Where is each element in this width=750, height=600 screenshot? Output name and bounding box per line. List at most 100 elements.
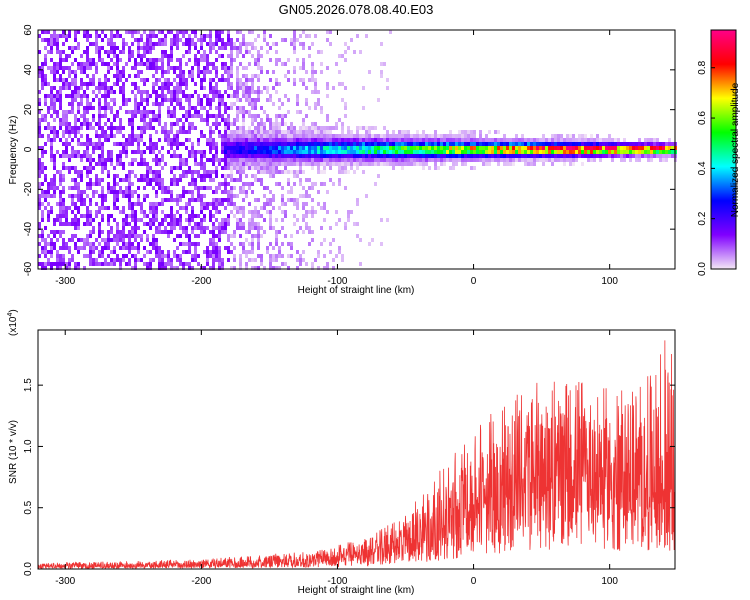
- heatmap-cell-650: [95, 214, 98, 218]
- heatmap-cell-3796: [566, 150, 569, 154]
- heatmap-cell-438: [77, 90, 80, 94]
- heatmap-cell-1694: [191, 106, 194, 110]
- heatmap-cell-2629: [272, 258, 275, 262]
- heatmap-cell-3513: [449, 166, 452, 170]
- heatmap-cell-2983: [317, 90, 320, 94]
- heatmap-cell-755: [104, 258, 107, 262]
- heatmap-cell-885: [116, 238, 119, 242]
- heatmap-cell-653: [95, 258, 98, 262]
- heatmap-cell-1043: [131, 234, 134, 238]
- heatmap-cell-2148: [230, 134, 233, 138]
- heatmap-cell-767: [107, 94, 110, 98]
- heatmap-cell-1354: [161, 42, 164, 46]
- heatmap-cell-2285: [242, 106, 245, 110]
- heatmap-cell-252: [59, 206, 62, 210]
- heatmap-cell-1245: [149, 266, 152, 270]
- heatmap-cell-1270: [152, 202, 155, 206]
- heatmap-cell-276: [62, 118, 65, 122]
- heatmap-cell-962: [125, 146, 128, 150]
- heatmap-cell-3637: [497, 150, 500, 154]
- heatmap-cell-2451: [254, 258, 257, 262]
- heatmap-cell-2731: [284, 214, 287, 218]
- heatmap-cell-1591: [182, 42, 185, 46]
- heatmap-cell-3318: [383, 150, 386, 154]
- heatmap-cell-3612: [488, 130, 491, 134]
- heatmap-cell-3729: [536, 158, 539, 162]
- heatmap-cell-2812: [296, 134, 299, 138]
- heatmap-cell-1574: [179, 166, 182, 170]
- heatmap-cell-274: [62, 110, 65, 114]
- heatmap-cell-489: [80, 198, 83, 202]
- heatmap-cell-2073: [224, 150, 227, 154]
- heatmap-cell-2911: [308, 54, 311, 58]
- heatmap-cell-2348: [248, 50, 251, 54]
- heatmap-cell-603: [92, 78, 95, 82]
- heatmap-cell-1011: [128, 262, 131, 266]
- heatmap-cell-2055: [224, 42, 227, 46]
- heatmap-cell-2512: [260, 178, 263, 182]
- heatmap-cell-2710: [281, 254, 284, 258]
- heatmap-cell-3529: [455, 158, 458, 162]
- heatmap-cell-1135: [140, 154, 143, 158]
- heatmap-cell-163: [53, 62, 56, 66]
- heatmap-cell-1892: [209, 138, 212, 142]
- heatmap-cell-1563: [179, 90, 182, 94]
- heatmap-cell-595: [89, 250, 92, 254]
- heatmap-cell-3410: [413, 150, 416, 154]
- heatmap-cell-2463: [257, 94, 260, 98]
- heatmap-cell-2448: [254, 222, 257, 226]
- heatmap-cell-806: [110, 122, 113, 126]
- heatmap-cell-1280: [152, 258, 155, 262]
- heatmap-cell-658: [98, 54, 101, 58]
- heatmap-cell-2288: [242, 118, 245, 122]
- heatmap-cell-292: [62, 210, 65, 214]
- heatmap-cell-1324: [158, 78, 161, 82]
- heatmap-cell-2218: [236, 126, 239, 130]
- heatmap-cell-2862: [302, 118, 305, 122]
- heatmap-cell-2431: [254, 126, 257, 130]
- heatmap-cell-2082: [224, 190, 227, 194]
- heatmap-cell-3423: [419, 134, 422, 138]
- heatmap-cell-3176: [347, 162, 350, 166]
- heatmap-cell-3509: [449, 146, 452, 150]
- heatmap-cell-1754: [197, 66, 200, 70]
- heatmap-cell-2680: [278, 206, 281, 210]
- heatmap-cell-2750: [287, 178, 290, 182]
- heatmap-cell-2076: [224, 162, 227, 166]
- heatmap-cell-135: [50, 106, 53, 110]
- heatmap-cell-2052: [221, 258, 224, 262]
- heatmap-cell-3421: [416, 158, 419, 162]
- heatmap-cell-3304: [380, 142, 383, 146]
- heatmap-cell-1083: [137, 38, 140, 42]
- heatmap-cell-3307: [380, 154, 383, 158]
- heatmap-cell-3611: [485, 162, 488, 166]
- heatmap-cell-1989: [218, 34, 221, 38]
- heatmap-cell-117: [47, 234, 50, 238]
- heatmap-cell-3667: [509, 158, 512, 162]
- heatmap-cell-1984: [215, 246, 218, 250]
- heatmap-cell-3202: [353, 170, 356, 174]
- heatmap-cell-1283: [155, 58, 158, 62]
- heatmap-cell-2307: [242, 210, 245, 214]
- heatmap-cell-2715: [284, 94, 287, 98]
- heatmap-cell-793: [110, 30, 113, 34]
- heatmap-cell-1926: [212, 154, 215, 158]
- heatmap-cell-1038: [131, 210, 134, 214]
- heatmap-cell-1670: [188, 166, 191, 170]
- heatmap-cell-626: [92, 262, 95, 266]
- heatmap-cell-1848: [206, 58, 209, 62]
- heatmap-cell-1985: [215, 250, 218, 254]
- heatmap-cell-225: [59, 34, 62, 38]
- heatmap-cell-3869: [599, 154, 602, 158]
- heatmap-cell-2408: [251, 210, 254, 214]
- heatmap-cell-1152: [143, 62, 146, 66]
- heatmap-cell-205: [56, 90, 59, 94]
- heatmap-cell-607: [92, 106, 95, 110]
- heatmap-cell-1334: [158, 150, 161, 154]
- heatmap-cell-3254: [365, 162, 368, 166]
- heatmap-cell-3883: [608, 142, 611, 146]
- heatmap-cell-3168: [347, 130, 350, 134]
- heatmap-cell-393: [71, 258, 74, 262]
- heatmap-cell-2881: [302, 230, 305, 234]
- heatmap-cell-2191: [233, 202, 236, 206]
